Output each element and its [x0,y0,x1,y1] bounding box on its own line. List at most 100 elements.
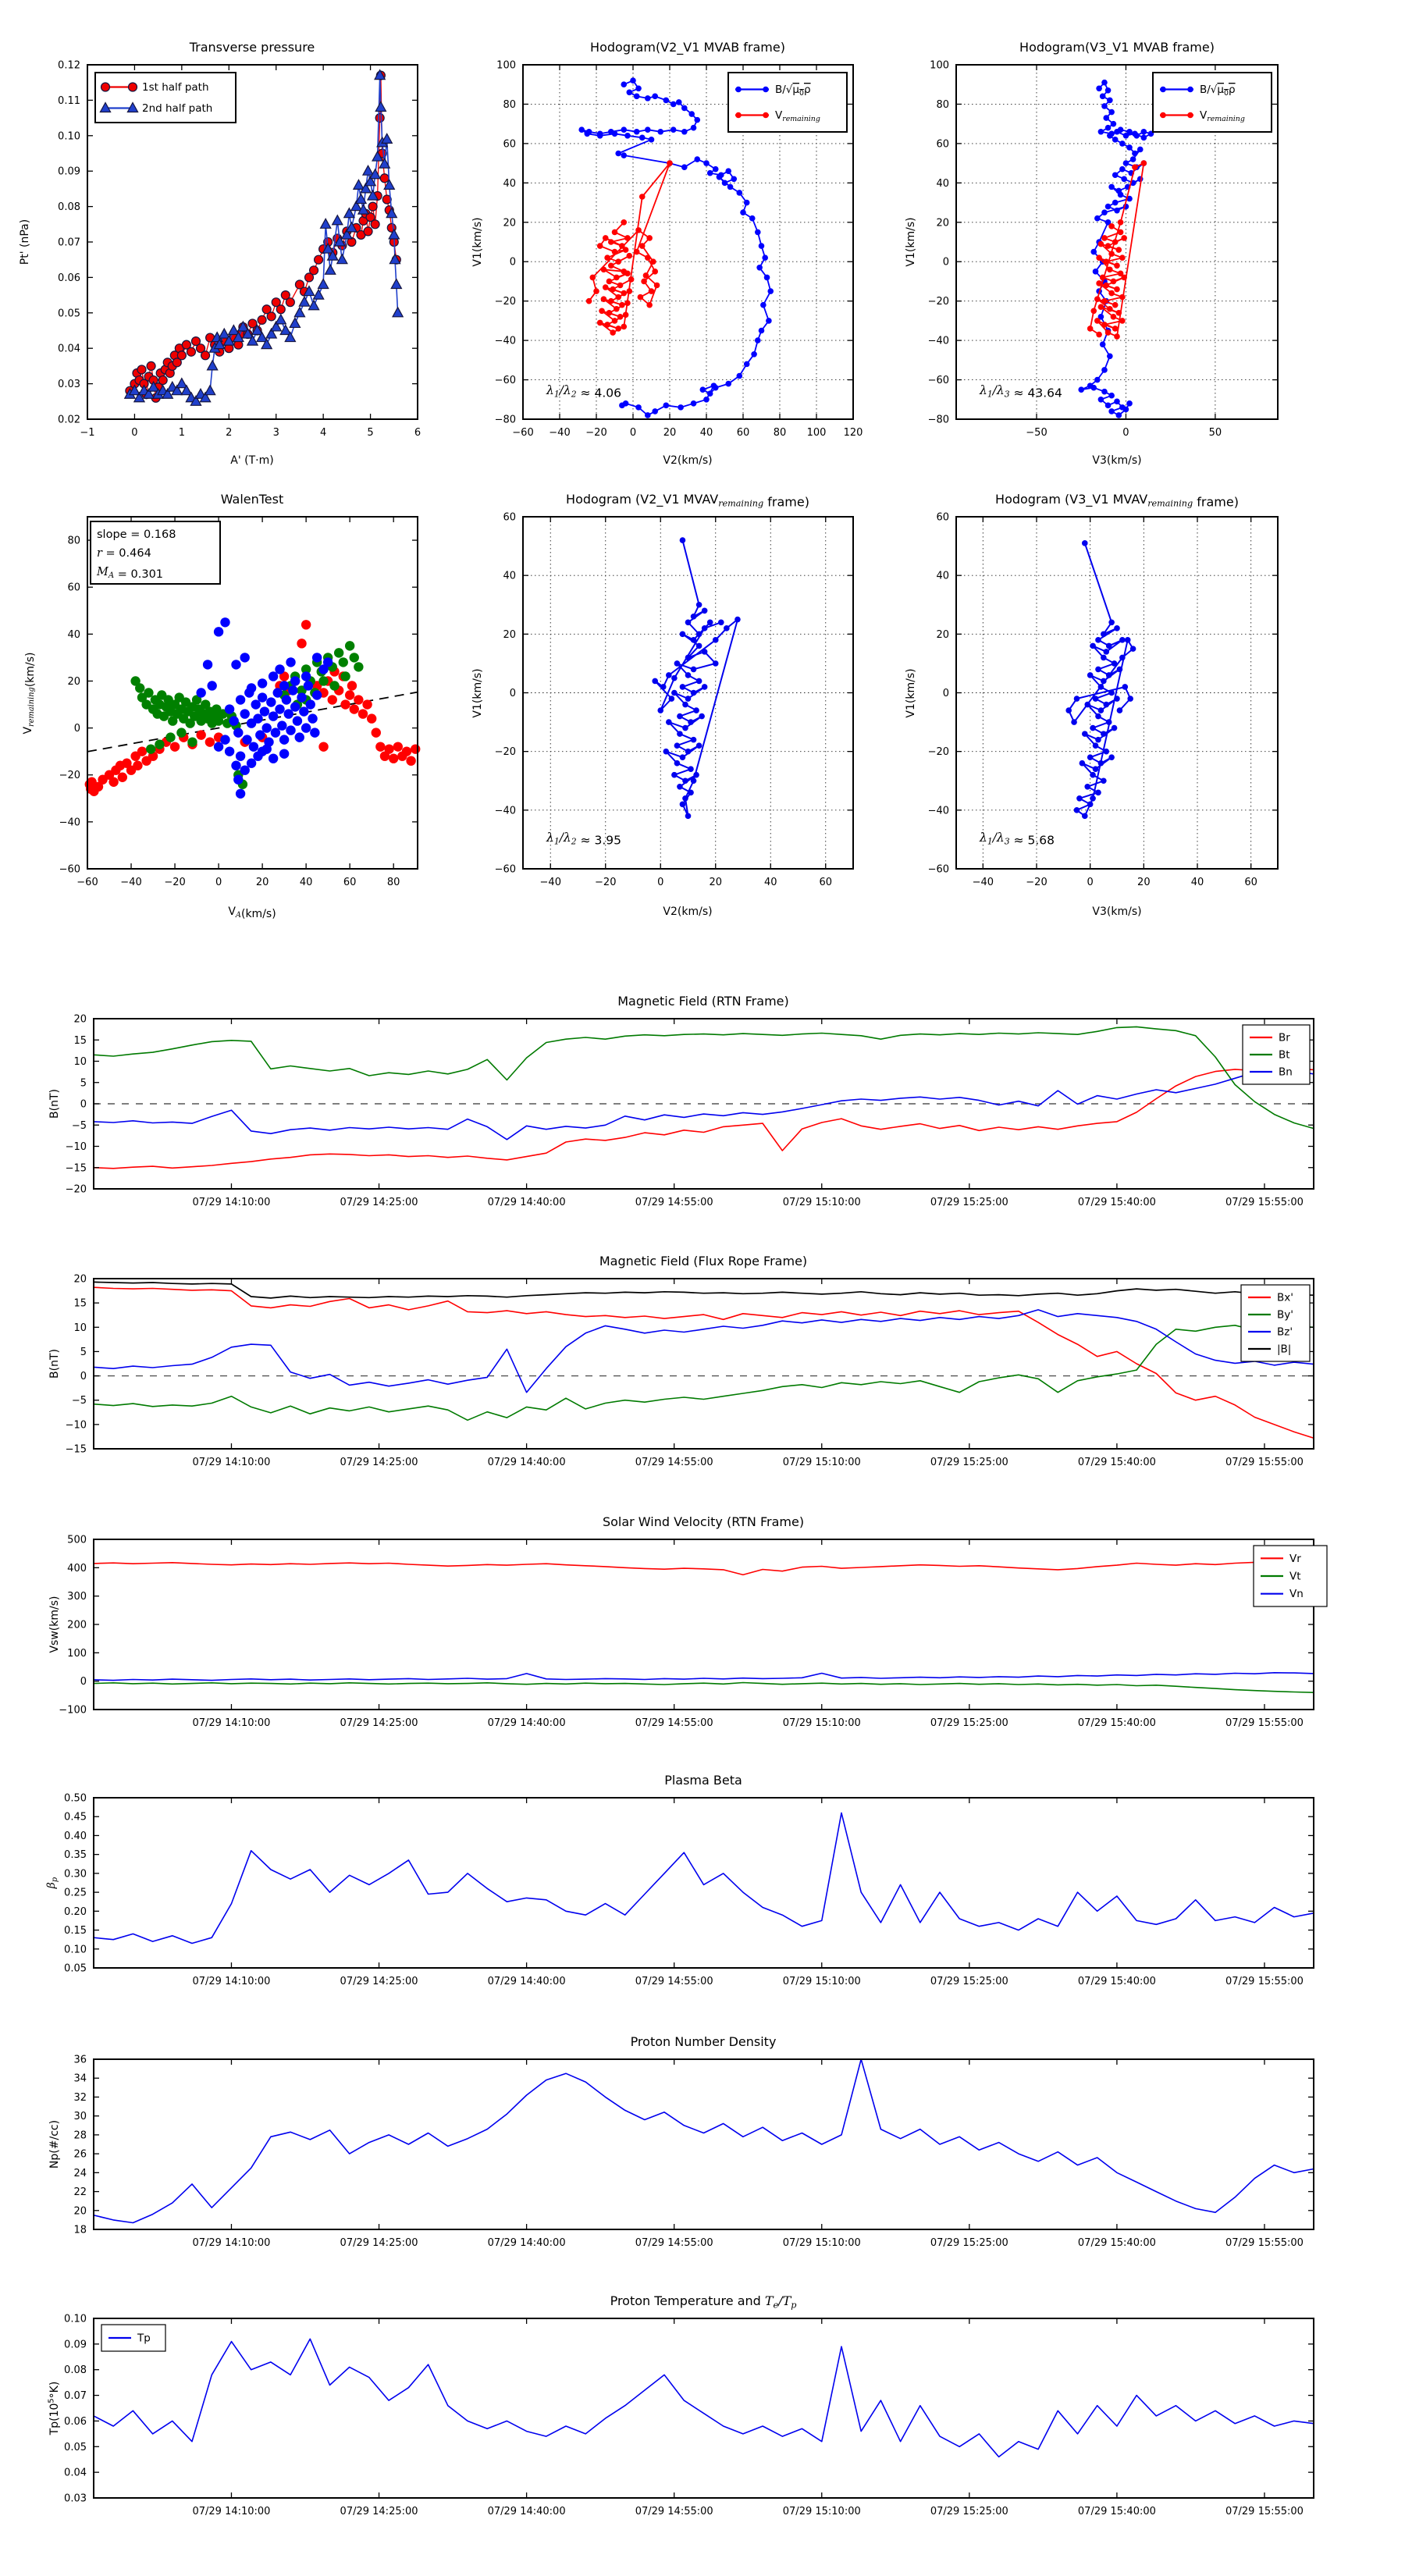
svg-text:07/29 15:25:00: 07/29 15:25:00 [930,1717,1008,1729]
svg-text:MA = 0.301: MA = 0.301 [96,566,163,581]
svg-text:−40: −40 [59,817,80,828]
svg-text:0: 0 [657,877,663,888]
svg-text:07/29 15:55:00: 07/29 15:55:00 [1225,1457,1304,1468]
svg-text:60: 60 [343,877,357,888]
svg-text:−60: −60 [512,427,533,439]
svg-text:0.10: 0.10 [58,130,80,142]
svg-text:07/29 15:55:00: 07/29 15:55:00 [1225,1717,1304,1729]
series-vt [93,1681,1314,1693]
svg-text:07/29 14:55:00: 07/29 14:55:00 [635,1717,713,1729]
svg-text:B/√μ0ρ: B/√μ0ρ [1200,84,1236,98]
axes-frame [93,1278,1314,1450]
svg-text:Bz': Bz' [1277,1326,1293,1339]
x-axis-label: V3(km/s) [1092,454,1141,467]
svg-text:80: 80 [67,535,80,547]
svg-text:0: 0 [80,1371,87,1382]
svg-text:07/29 14:40:00: 07/29 14:40:00 [488,1976,566,1987]
svg-text:07/29 14:25:00: 07/29 14:25:00 [340,2237,418,2249]
svg-text:07/29 14:55:00: 07/29 14:55:00 [635,2237,713,2249]
svg-text:07/29 15:55:00: 07/29 15:55:00 [1225,1197,1304,1208]
svg-text:60: 60 [503,138,516,150]
series-b-alfven [1078,79,1154,418]
svg-text:07/29 14:55:00: 07/29 14:55:00 [635,2506,713,2517]
svg-text:07/29 15:40:00: 07/29 15:40:00 [1078,2237,1156,2249]
svg-text:0.03: 0.03 [64,2493,87,2505]
ticks [87,517,418,870]
svg-text:100: 100 [807,427,827,439]
svg-text:0: 0 [131,427,137,439]
series-bz-prime [93,1309,1314,1393]
svg-text:−20: −20 [164,877,185,888]
series-walen-blue [196,617,333,799]
tick-labels: 07/29 14:10:00 07/29 14:25:00 07/29 14:40:… [66,1014,1304,1209]
svg-text:−40: −40 [120,877,141,888]
svg-text:34: 34 [73,2073,87,2085]
panel-magnetic-field-flux-rope: 07/29 14:10:00 07/29 14:25:00 07/29 14:40:… [48,1254,1314,1468]
svg-text:Bt: Bt [1279,1049,1290,1062]
svg-text:−5: −5 [72,1395,87,1407]
legend: B/√μ0ρ Vremaining [1152,72,1272,133]
y-axis-label: V1(km/s) [471,668,484,717]
svg-text:40: 40 [503,571,516,582]
svg-text:0: 0 [510,257,516,269]
svg-text:Vremaining: Vremaining [1200,109,1245,123]
ticks [956,516,1278,870]
series-vn [93,1672,1314,1681]
chart-title: Proton Temperature and Te/Tp [610,2293,797,2311]
svg-text:0.05: 0.05 [64,2442,87,2453]
svg-text:0: 0 [80,1099,87,1111]
legend: B/√μ0ρ Vremaining [727,72,848,133]
svg-text:07/29 15:10:00: 07/29 15:10:00 [783,2237,861,2249]
x-axis-label: V2(km/s) [663,906,712,918]
series-beta-p [93,1812,1314,1944]
svg-text:4: 4 [320,427,326,439]
chart-title: Hodogram(V3_V1 MVAB frame) [1019,40,1215,55]
eigenvalue-annotation: λ1/λ2 ≈ 3.95 [546,831,621,847]
svg-text:−20: −20 [595,877,616,888]
svg-text:60: 60 [1244,877,1257,888]
chart-title: Magnetic Field (Flux Rope Frame) [599,1254,807,1268]
panel-hodogram-v2v1-mvab: −60 −40 −20 0 20 40 60 80 100 120−80−60−40−200204… [471,40,863,467]
svg-text:07/29 14:10:00: 07/29 14:10:00 [192,2237,270,2249]
svg-text:0.15: 0.15 [64,1925,87,1937]
y-axis-label: B(nT) [48,1349,61,1379]
svg-text:20: 20 [936,629,949,641]
legend: Vr Vt Vn [1253,1545,1328,1607]
svg-text:−50: −50 [1026,427,1047,439]
svg-text:36: 36 [73,2055,87,2066]
svg-text:07/29 15:40:00: 07/29 15:40:00 [1078,1717,1156,1729]
svg-text:0: 0 [943,257,949,269]
svg-text:20: 20 [503,629,516,641]
svg-text:−40: −40 [928,336,949,347]
svg-text:−15: −15 [66,1444,87,1456]
svg-text:500: 500 [67,1535,87,1546]
svg-text:1: 1 [179,427,185,439]
svg-text:07/29 15:55:00: 07/29 15:55:00 [1225,1976,1304,1987]
svg-text:0: 0 [215,877,222,888]
svg-text:07/29 14:40:00: 07/29 14:40:00 [488,2506,566,2517]
svg-text:07/29 15:10:00: 07/29 15:10:00 [783,1457,861,1468]
svg-text:07/29 14:25:00: 07/29 14:25:00 [340,2506,418,2517]
svg-text:20: 20 [73,1274,87,1286]
y-axis-label: Vsw(km/s) [48,1596,61,1653]
svg-text:1st half path: 1st half path [142,81,209,94]
svg-text:−40: −40 [540,877,561,888]
svg-text:−40: −40 [495,805,516,817]
svg-text:0.40: 0.40 [64,1831,87,1842]
svg-text:0: 0 [80,1676,87,1688]
svg-text:0.10: 0.10 [64,2314,87,2325]
svg-text:6: 6 [414,427,421,439]
svg-text:07/29 15:10:00: 07/29 15:10:00 [783,1976,861,1987]
ticks [94,2058,1314,2230]
svg-text:80: 80 [387,877,400,888]
svg-text:07/29 15:25:00: 07/29 15:25:00 [930,1457,1008,1468]
tick-labels: −50 0 50 −80 −60 −40 −20 0 20 40 60 80 100 [928,60,1222,439]
series-vr [93,1560,1314,1576]
svg-text:20: 20 [73,1014,87,1026]
x-axis-label: A' (T·m) [230,454,273,467]
svg-text:0: 0 [1122,427,1129,439]
svg-text:07/29 14:55:00: 07/29 14:55:00 [635,1197,713,1208]
svg-text:60: 60 [503,512,516,524]
svg-text:0.06: 0.06 [58,272,80,284]
svg-text:32: 32 [73,2092,87,2104]
